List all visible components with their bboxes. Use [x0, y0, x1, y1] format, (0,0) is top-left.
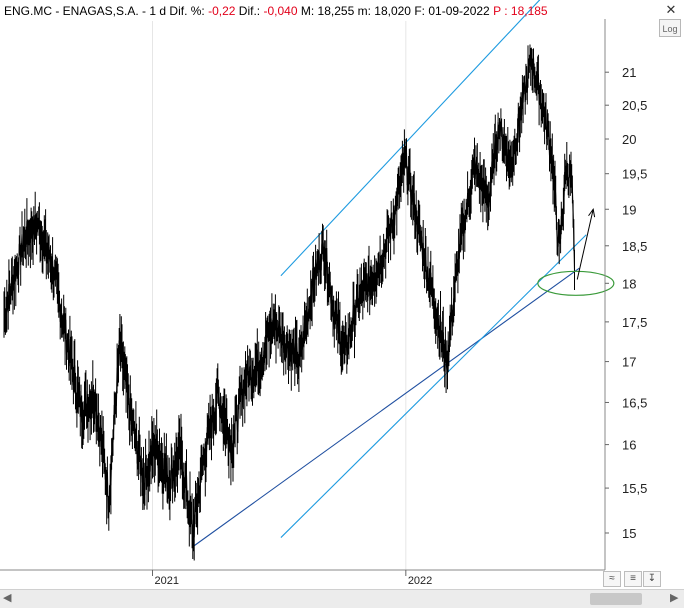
- y-tick-label: 19: [622, 202, 636, 217]
- min-value: 18,020: [374, 4, 411, 18]
- ticker-label: ENG.MC - ENAGAS,S.A. -: [4, 4, 147, 18]
- y-tick-label: 17: [622, 355, 636, 370]
- price-layer: [3, 44, 576, 561]
- price-series-line: [3, 54, 576, 542]
- projection-arrow: [576, 209, 594, 280]
- y-tick-label: 21: [622, 65, 636, 80]
- y-tick-label: 15,5: [622, 481, 647, 496]
- max-label: M:: [300, 4, 315, 18]
- zigzag-icon[interactable]: ≈: [603, 571, 621, 587]
- price-label: P :: [493, 4, 508, 18]
- price-value: 18,185: [510, 4, 548, 18]
- x-tick-label: 2022: [408, 575, 432, 587]
- axis-layer: 15 15,5 16 16,5 17 17,5 18 18,5 19 19,5 20 20,5 21 20…: [0, 19, 647, 587]
- horizontal-scrollbar[interactable]: ◀ ▶: [0, 589, 684, 608]
- annotation-layer: [537, 208, 615, 296]
- log-scale-button[interactable]: Log: [659, 19, 681, 37]
- x-tick-label: 2021: [155, 575, 179, 587]
- price-series-bars: [3, 44, 575, 561]
- scrollbar-thumb[interactable]: [590, 593, 642, 605]
- scroll-left-icon[interactable]: ◀: [3, 592, 12, 604]
- highlight-ellipse: [537, 270, 615, 296]
- chart-header: ENG.MC - ENAGAS,S.A. - 1 d Dif. %: -0,22…: [4, 3, 548, 19]
- support-trendline-lower: [192, 267, 580, 548]
- resistance-trendline: [280, 0, 541, 277]
- y-tick-label: 16,5: [622, 395, 647, 410]
- y-tick-label: 18,5: [622, 239, 647, 254]
- y-tick-label: 19,5: [622, 167, 647, 182]
- y-tick-label: 18: [622, 276, 636, 291]
- scroll-right-icon[interactable]: ▶: [670, 592, 679, 604]
- close-icon[interactable]: ✕: [665, 2, 677, 17]
- y-tick-label: 16: [622, 438, 636, 453]
- min-label: m:: [357, 4, 371, 18]
- fit-button[interactable]: ↧: [643, 571, 661, 587]
- arrow-head-icon: [588, 208, 596, 218]
- max-value: 18,255: [317, 4, 355, 18]
- dif-pct-label: Dif. %:: [169, 4, 205, 18]
- trend-layer: [192, 0, 587, 548]
- dif-label: Dif.:: [238, 4, 261, 18]
- y-tick-label: 17,5: [622, 315, 647, 330]
- y-tick-label: 20,5: [622, 98, 647, 113]
- date-value: 01-09-2022: [428, 4, 490, 18]
- dif-value: -0,040: [263, 4, 298, 18]
- date-label: F:: [414, 4, 425, 18]
- dif-pct-value: -0,22: [208, 4, 236, 18]
- y-tick-label: 15: [622, 526, 636, 541]
- y-tick-label: 20: [622, 132, 636, 147]
- period-label: 1 d: [149, 4, 167, 18]
- support-trendline-steep: [280, 234, 587, 538]
- layout-button[interactable]: ≡: [624, 571, 642, 587]
